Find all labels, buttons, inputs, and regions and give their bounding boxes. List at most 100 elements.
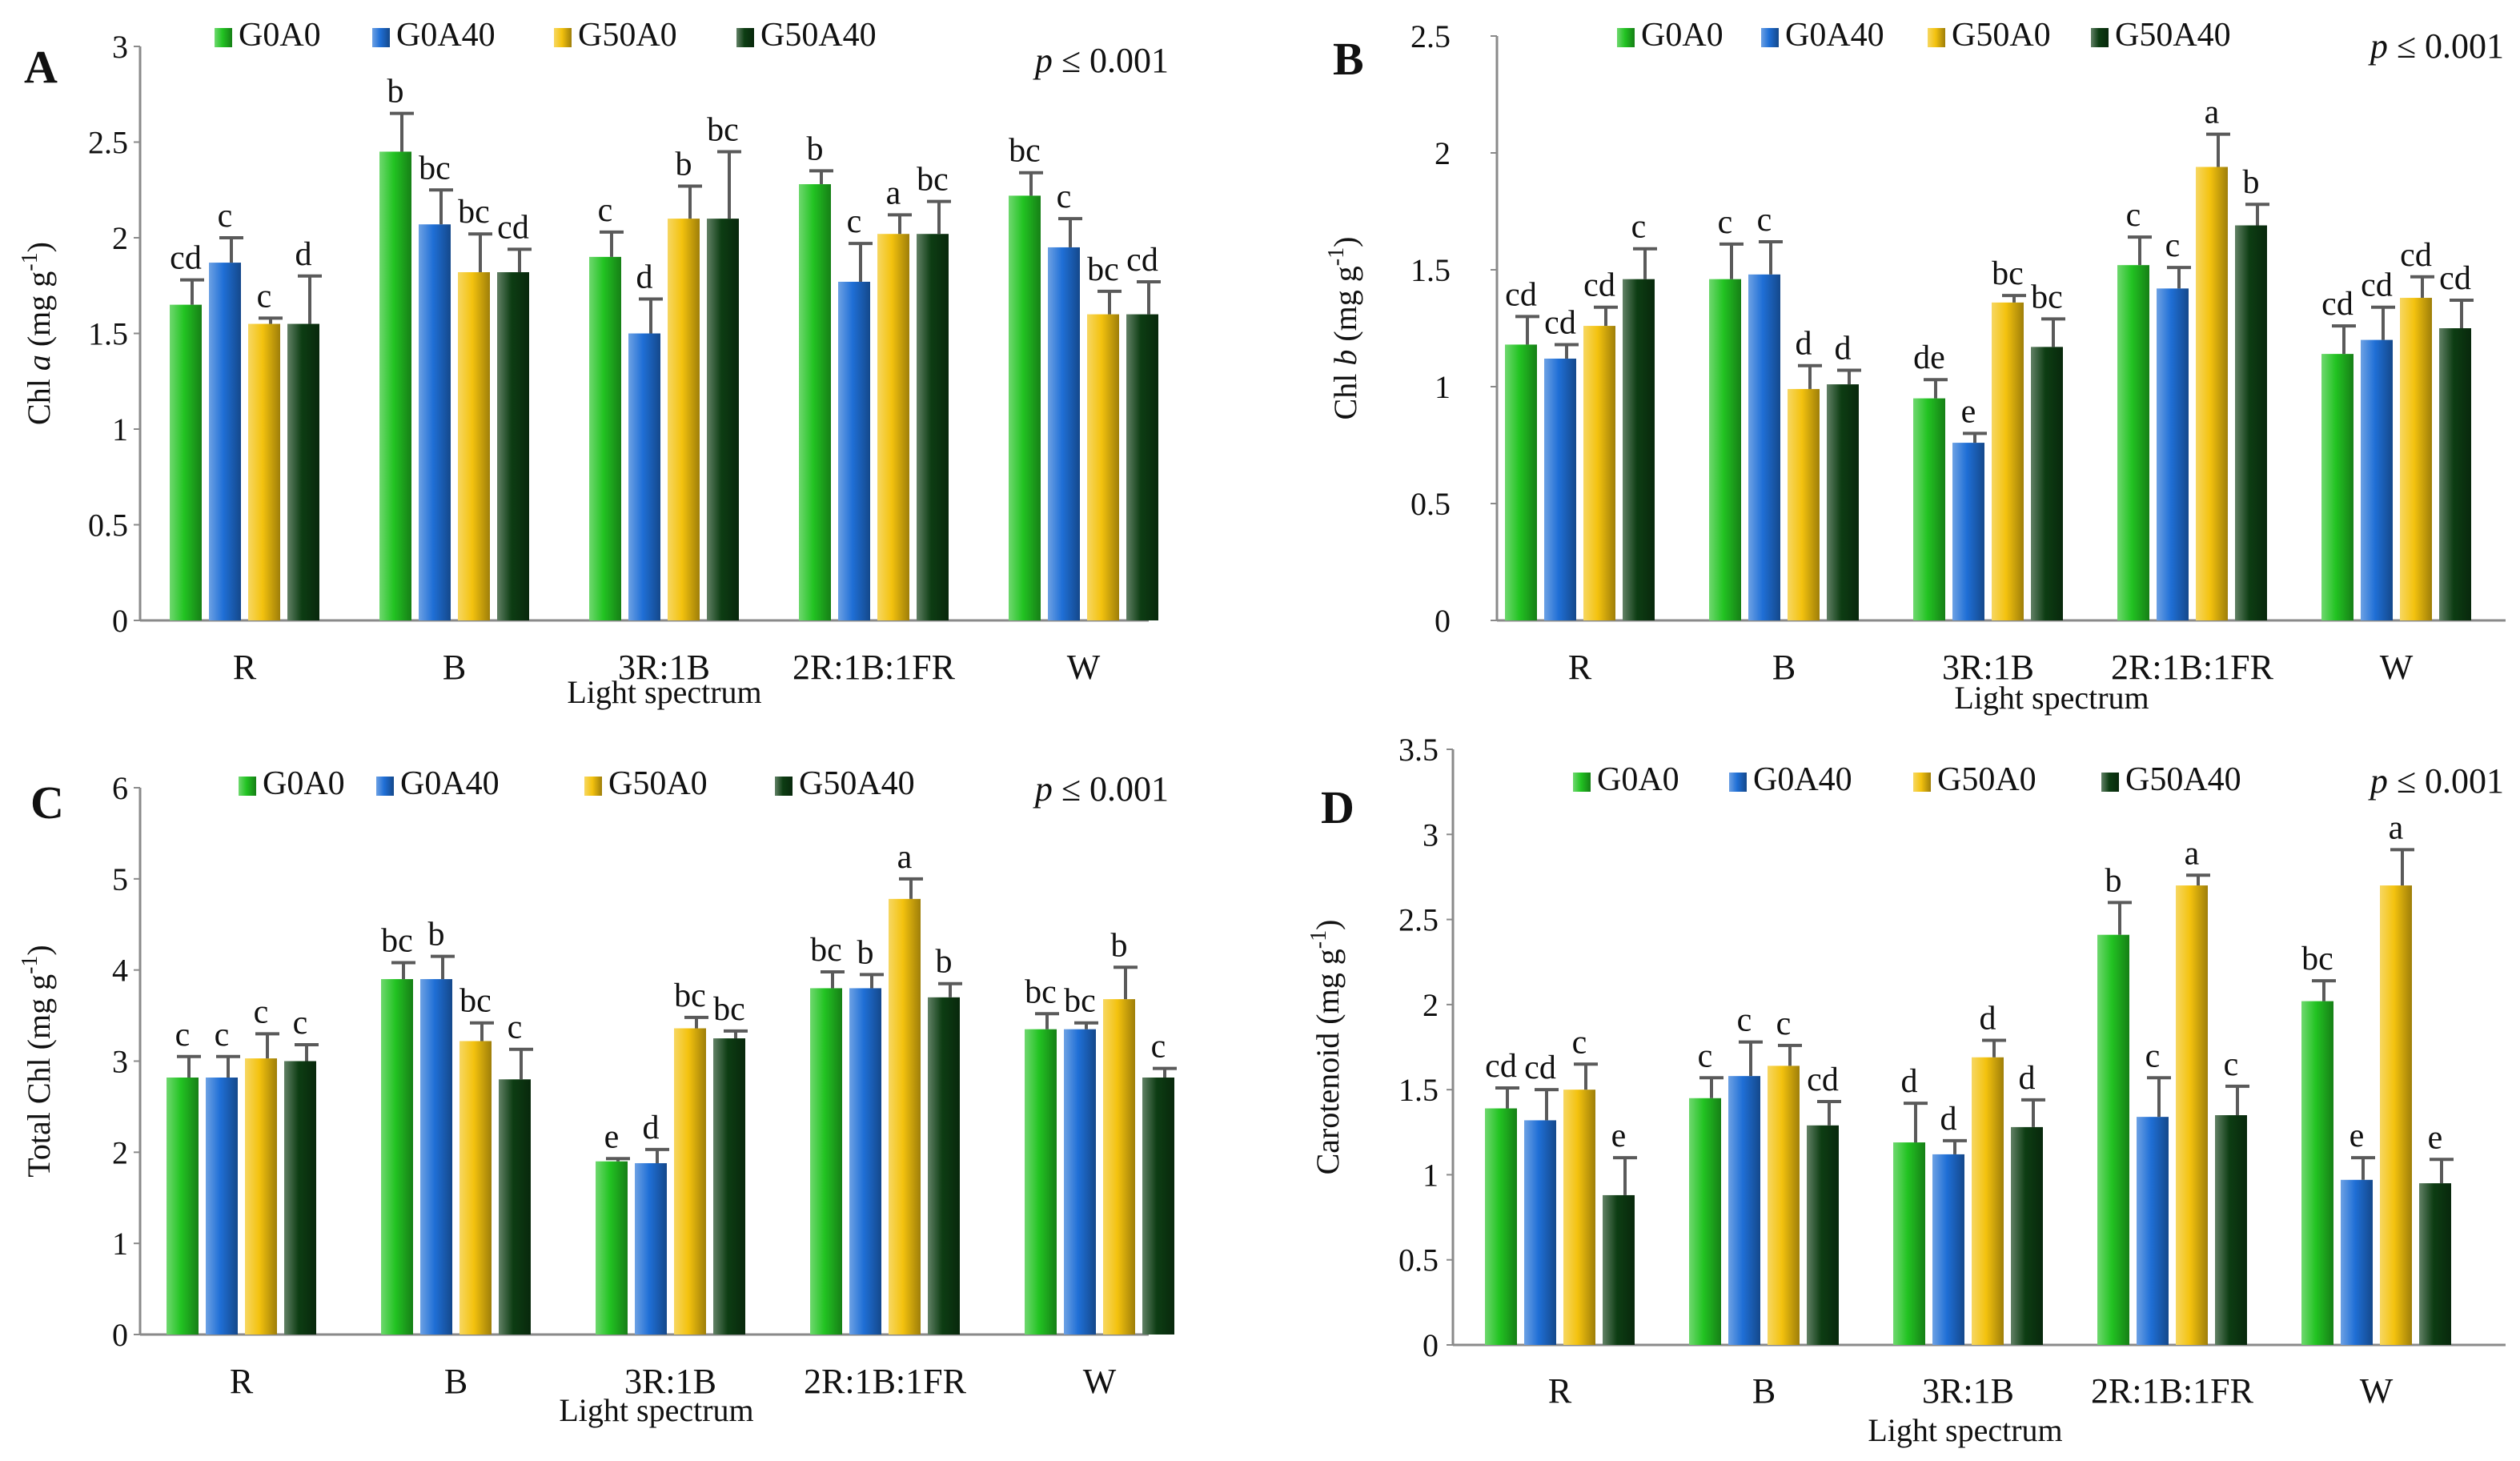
significance-letter: c <box>1151 1029 1166 1066</box>
bar-g50a0 <box>1972 1057 2004 1345</box>
significance-letter: e <box>604 1118 620 1155</box>
bar-g0a40 <box>2137 1117 2169 1345</box>
bar-g0a40 <box>1524 1120 1556 1345</box>
significance-letter: bc <box>2031 279 2063 315</box>
significance-letter: c <box>2126 197 2141 234</box>
legend-swatch-g50a0 <box>584 777 602 796</box>
bar-g50a0 <box>2380 885 2412 1345</box>
significance-letter: cd <box>1807 1062 1839 1098</box>
bar-g0a0 <box>167 1077 199 1335</box>
significance-letter: cd <box>2439 260 2471 297</box>
x-tick-label: 3R:1B <box>1922 1371 2014 1411</box>
bar-g50a0 <box>1103 999 1135 1335</box>
y-tick-label: 0 <box>1435 603 1451 639</box>
y-axis-title: Total Chl (mg g-1) <box>18 945 57 1178</box>
legend-swatch-g50a40 <box>2101 773 2119 792</box>
significance-letter: c <box>2145 1038 2161 1074</box>
x-tick-label: W <box>1083 1362 1117 1401</box>
significance-letter: c <box>2224 1046 2239 1083</box>
bar-g0a40 <box>838 281 870 620</box>
x-tick-label: 3R:1B <box>618 648 710 687</box>
y-tick-label: 0.5 <box>88 508 128 544</box>
y-tick-label: 1 <box>1423 1157 1439 1193</box>
significance-label: p ≤ 0.001 <box>1033 41 1169 80</box>
significance-letter: d <box>643 1110 660 1146</box>
x-tick-label: W <box>2380 648 2414 687</box>
bar-g0a40 <box>209 263 241 620</box>
x-tick-label: 3R:1B <box>1942 648 2034 687</box>
x-tick-label: R <box>1568 648 1592 687</box>
significance-letter: b <box>936 944 953 981</box>
y-tick-label: 1 <box>112 1226 128 1262</box>
significance-letter: bc <box>459 983 492 1020</box>
bar-g50a0 <box>458 272 490 620</box>
legend-label-g0a40: G0A40 <box>396 17 496 54</box>
bar-g50a0 <box>245 1058 277 1335</box>
legend-swatch-g50a40 <box>2091 28 2109 47</box>
x-tick-label: R <box>233 648 257 687</box>
y-tick-label: 3 <box>112 29 128 65</box>
bar-g0a40 <box>1544 358 1576 620</box>
legend-swatch-g50a0 <box>1928 28 1945 47</box>
significance-letter: cd <box>1524 1050 1556 1086</box>
y-tick-label: 2 <box>112 1134 128 1170</box>
significance-letter: d <box>1796 326 1812 363</box>
bar-g50a40 <box>928 997 960 1335</box>
significance-letter: bc <box>381 923 413 960</box>
significance-letter: c <box>1757 202 1772 239</box>
significance-letter: c <box>293 1005 308 1042</box>
bar-g50a40 <box>499 1079 531 1335</box>
legend-label-g50a0: G50A0 <box>1937 761 2036 798</box>
significance-letter: bc <box>2301 941 2333 977</box>
bar-g0a0 <box>1913 398 1945 620</box>
y-axis-title: Chl a (mg g-1) <box>18 242 57 425</box>
x-axis-title: Light spectrum <box>567 674 761 710</box>
significance-letter: c <box>847 203 862 240</box>
bar-g0a0 <box>1505 344 1537 620</box>
bar-g50a40 <box>917 234 949 620</box>
bar-g0a40 <box>2157 288 2189 620</box>
significance-letter: cd <box>2361 267 2393 304</box>
significance-letter: b <box>2105 862 2122 899</box>
significance-letter: e <box>2428 1119 2443 1156</box>
legend-swatch-g0a40 <box>372 28 390 47</box>
bar-g50a40 <box>2235 225 2267 620</box>
bar-g50a40 <box>1603 1194 1635 1345</box>
significance-letter: c <box>218 198 233 235</box>
significance-letter: c <box>598 192 613 229</box>
significance-letter: bc <box>810 932 842 969</box>
x-tick-label: B <box>444 1362 467 1401</box>
legend-swatch-g50a40 <box>775 777 793 796</box>
significance-letter: c <box>1698 1038 1713 1074</box>
significance-letter: c <box>215 1017 230 1054</box>
bar-g50a40 <box>497 272 529 620</box>
legend-swatch-g50a40 <box>736 28 754 47</box>
bar-g50a0 <box>1992 302 2024 620</box>
bar-g0a40 <box>420 979 452 1335</box>
x-tick-label: W <box>2360 1371 2394 1411</box>
y-tick-label: 2.5 <box>88 125 128 161</box>
bar-g0a40 <box>419 224 451 620</box>
bar-g0a0 <box>1485 1108 1517 1345</box>
bar-g0a40 <box>1048 247 1080 620</box>
significance-letter: bc <box>707 111 739 148</box>
bar-g50a0 <box>2400 298 2432 620</box>
significance-letter: a <box>2205 94 2220 131</box>
x-tick-label: R <box>1548 1371 1572 1411</box>
y-tick-label: 3.5 <box>1398 732 1439 768</box>
significance-letter: e <box>2349 1118 2365 1154</box>
significance-letter: bc <box>1064 983 1096 1020</box>
chart-panel-a: A 0 0.5 1 1.5 2 2.5 3 Chl a (mg g-1) G0A0 G0A40 G50… <box>18 17 1169 710</box>
bar-g0a0 <box>1009 195 1041 621</box>
y-tick-label: 2.5 <box>1410 18 1451 54</box>
bar-g50a40 <box>287 323 319 620</box>
significance-letter: cd <box>2400 237 2432 274</box>
significance-letter: cd <box>1583 267 1615 304</box>
y-tick-label: 2 <box>1435 135 1451 171</box>
legend-label-g50a40: G50A40 <box>2115 17 2231 54</box>
y-tick-label: 6 <box>112 770 128 806</box>
bar-g0a0 <box>589 256 621 620</box>
significance-letter: b <box>387 74 404 110</box>
bar-g0a0 <box>2097 934 2129 1345</box>
